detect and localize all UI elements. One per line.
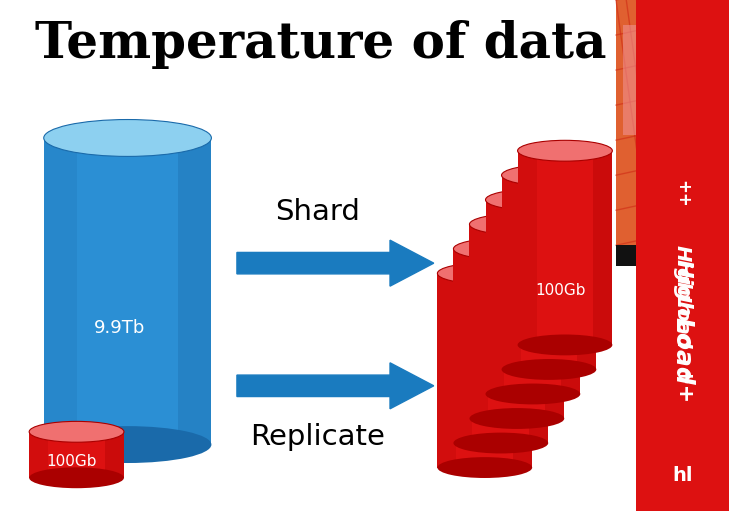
Polygon shape	[513, 273, 532, 468]
Ellipse shape	[29, 422, 124, 442]
Ellipse shape	[437, 457, 532, 478]
Polygon shape	[561, 200, 580, 394]
Polygon shape	[29, 432, 48, 478]
Text: Replicate: Replicate	[249, 423, 385, 451]
Ellipse shape	[486, 384, 580, 404]
Text: hl: hl	[672, 466, 693, 485]
Text: Shard: Shard	[275, 198, 359, 226]
Polygon shape	[502, 175, 521, 369]
Ellipse shape	[518, 335, 612, 355]
Text: ++: ++	[672, 368, 693, 405]
Polygon shape	[593, 151, 612, 345]
Polygon shape	[518, 151, 612, 345]
Ellipse shape	[469, 408, 564, 429]
Text: High: High	[672, 259, 693, 317]
Bar	[616, 0, 729, 245]
Ellipse shape	[44, 426, 211, 463]
Ellipse shape	[44, 120, 211, 156]
Polygon shape	[437, 273, 456, 468]
Text: 100Gb: 100Gb	[535, 283, 585, 298]
Polygon shape	[518, 151, 537, 345]
Polygon shape	[545, 224, 564, 419]
Polygon shape	[577, 175, 596, 369]
FancyArrow shape	[237, 363, 434, 409]
Polygon shape	[437, 273, 532, 468]
Polygon shape	[529, 249, 548, 443]
Text: ++: ++	[674, 180, 691, 208]
Bar	[623, 25, 691, 135]
Text: Temperature of data: Temperature of data	[35, 20, 607, 69]
Ellipse shape	[502, 359, 596, 380]
Ellipse shape	[518, 141, 612, 161]
Polygon shape	[44, 138, 211, 445]
Bar	[636, 0, 729, 511]
Ellipse shape	[453, 239, 548, 259]
Polygon shape	[486, 200, 504, 394]
Ellipse shape	[486, 190, 580, 210]
Bar	[616, 245, 636, 266]
Polygon shape	[486, 200, 580, 394]
Ellipse shape	[29, 468, 124, 488]
Polygon shape	[502, 175, 596, 369]
Ellipse shape	[469, 214, 564, 235]
Polygon shape	[105, 432, 124, 478]
Ellipse shape	[453, 433, 548, 453]
Polygon shape	[469, 224, 488, 419]
Ellipse shape	[437, 263, 532, 284]
Polygon shape	[178, 138, 211, 445]
Ellipse shape	[502, 165, 596, 185]
Polygon shape	[469, 224, 564, 419]
Text: Load: Load	[671, 317, 694, 385]
FancyArrow shape	[237, 240, 434, 286]
Polygon shape	[453, 249, 548, 443]
Text: 9.9Tb: 9.9Tb	[93, 319, 145, 337]
Polygon shape	[29, 432, 124, 478]
Polygon shape	[453, 249, 472, 443]
Polygon shape	[44, 138, 77, 445]
Text: 100Gb: 100Gb	[47, 454, 97, 469]
Text: HighLoad: HighLoad	[673, 244, 692, 349]
